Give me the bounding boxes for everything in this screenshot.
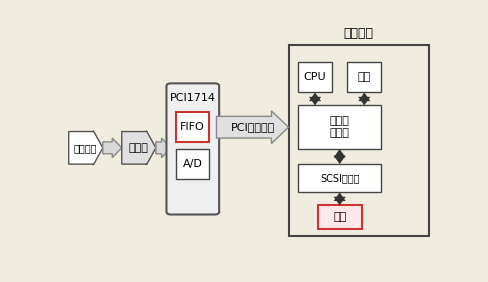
Polygon shape (358, 97, 369, 105)
Polygon shape (358, 92, 369, 101)
Bar (288, 45, 428, 236)
Bar (336, 197, 342, 201)
Bar (176, 149, 209, 179)
FancyBboxPatch shape (166, 83, 219, 215)
Bar (346, 62, 381, 92)
Bar (176, 112, 209, 142)
Bar (311, 97, 317, 101)
Text: A/D: A/D (183, 159, 202, 169)
Polygon shape (308, 97, 321, 105)
Polygon shape (333, 149, 345, 158)
Polygon shape (216, 111, 288, 144)
Polygon shape (122, 131, 156, 165)
Text: FIFO: FIFO (180, 122, 204, 132)
Text: CPU: CPU (303, 72, 325, 82)
Bar (361, 97, 366, 101)
Text: 工控主机: 工控主机 (343, 27, 373, 40)
Text: PCI总线接口: PCI总线接口 (230, 122, 274, 132)
Polygon shape (333, 197, 345, 205)
Text: 主存: 主存 (357, 72, 370, 82)
Bar (336, 155, 342, 158)
Text: PCI1714: PCI1714 (169, 93, 215, 103)
Polygon shape (333, 192, 345, 201)
Text: 监测信号: 监测信号 (74, 143, 97, 153)
Bar (317, 205, 361, 229)
Text: 硬盘: 硬盘 (332, 212, 346, 222)
Polygon shape (68, 131, 102, 165)
Bar (297, 105, 381, 149)
Polygon shape (308, 92, 321, 101)
Polygon shape (102, 138, 122, 158)
Text: SCSI介面卡: SCSI介面卡 (319, 173, 359, 183)
Text: 滤波器: 滤波器 (129, 143, 148, 153)
Polygon shape (333, 155, 345, 164)
Polygon shape (156, 138, 171, 158)
Bar (297, 62, 331, 92)
Bar (297, 164, 381, 192)
Text: 总线控
制逻辑: 总线控 制逻辑 (329, 116, 349, 138)
